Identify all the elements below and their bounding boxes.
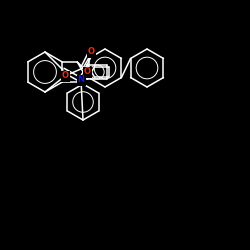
Text: O: O	[88, 48, 94, 56]
Text: O: O	[84, 68, 91, 76]
Text: O: O	[62, 72, 68, 80]
Text: N: N	[78, 76, 84, 84]
